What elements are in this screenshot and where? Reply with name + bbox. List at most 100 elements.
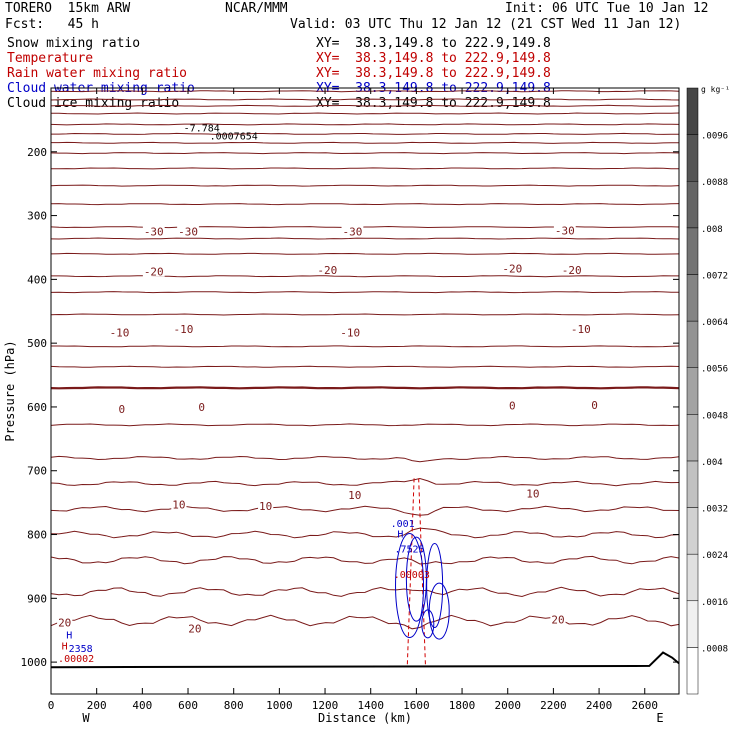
colorbar-tick-label: .0032: [701, 505, 728, 515]
extremum-label: H: [62, 641, 68, 652]
extremum-label: H: [66, 631, 72, 642]
x-tick-label: 2600: [631, 699, 658, 712]
isotherm-label-bg: [172, 323, 195, 335]
isotherm-label-bg: [197, 400, 207, 412]
field-rain-label: Rain water mixing ratio: [7, 66, 188, 81]
cloud-water-contour: [395, 533, 425, 639]
isotherm-label-bg: [117, 402, 127, 414]
colorbar-swatch: [686, 600, 699, 648]
forecast-hour: Fcst: 45 h: [5, 17, 99, 32]
y-tick-label: 400: [27, 273, 47, 286]
isotherm-label: -20: [317, 264, 337, 277]
isotherm-label: 0: [118, 403, 125, 416]
extremum-label: -7.784: [184, 123, 220, 134]
isotherm-contour: [51, 477, 679, 487]
terrain-line: [50, 651, 680, 669]
isotherm-contour: [51, 98, 679, 101]
isotherm-contour: [51, 291, 679, 294]
isotherm-contour: [51, 112, 679, 115]
isotherm-label-bg: [177, 225, 199, 237]
isotherm-label: -10: [174, 323, 194, 336]
isotherm-label: -20: [144, 266, 164, 279]
field-snow-xy: XY= 38.3,149.8 to 222.9,149.8: [316, 36, 551, 51]
field-temperature-label: Temperature: [7, 51, 94, 66]
extremum-label: H: [397, 530, 403, 541]
isotherm-label: 10: [348, 489, 361, 502]
colorbar-swatch: [686, 180, 699, 229]
isotherm-label: 10: [526, 488, 539, 501]
colorbar-tick-label: .0072: [701, 271, 728, 281]
field-rain-xy: XY= 38.3,149.8 to 222.9,149.8: [316, 66, 551, 81]
isotherm-label-bg: [507, 399, 517, 411]
isotherm-contour: [51, 505, 679, 516]
isotherm-contour: [51, 313, 679, 316]
colorbar-swatch: [686, 460, 699, 508]
isotherm-label-bg: [347, 488, 363, 500]
west-label: W: [82, 711, 90, 725]
isotherm-label: 20: [58, 617, 71, 630]
east-label: E: [656, 711, 663, 725]
isotherm-label: 20: [551, 613, 564, 626]
extremum-label: .00002: [58, 654, 94, 665]
x-tick-label: 2400: [586, 699, 613, 712]
colorbar-tick-label: .008: [701, 225, 723, 235]
isotherm-contour: [51, 132, 679, 135]
isotherm-contour: [51, 365, 679, 368]
field-cloud-ice-label: Cloud ice mixing ratio: [7, 96, 180, 111]
field-snow-label: Snow mixing ratio: [7, 36, 141, 51]
isotherm-contour: [51, 455, 679, 463]
cloud-water-contour: [428, 582, 450, 640]
colorbar-tick-label: .0064: [701, 318, 728, 328]
x-tick-label: 0: [48, 699, 55, 712]
isotherm-label: -30: [343, 226, 363, 239]
extremum-label: .00003: [394, 570, 430, 581]
colorbar-swatch: [686, 647, 699, 695]
rain-contour: [406, 478, 415, 668]
x-tick-label: 1000: [266, 699, 293, 712]
isotherm-label: 10: [259, 500, 272, 513]
colorbar-swatch: [686, 227, 699, 275]
isotherm-contour: [51, 237, 679, 240]
colorbar-swatch: [686, 553, 699, 602]
isotherm-label: 0: [591, 399, 598, 412]
isotherm-contour: [51, 141, 679, 144]
isotherm-label: -20: [562, 264, 582, 277]
colorbar-tick-label: .0088: [701, 178, 728, 188]
x-tick-label: 2200: [540, 699, 567, 712]
colorbar-tick-label: .0024: [701, 551, 728, 561]
x-tick-label: 1200: [312, 699, 339, 712]
isotherm-label-bg: [569, 323, 592, 335]
isotherm-label-bg: [57, 616, 73, 628]
isotherm-contour: [51, 184, 679, 187]
cloud-water-contour: [426, 543, 444, 629]
isotherm-label: -30: [555, 224, 575, 237]
colorbar-tick-label: .0056: [701, 365, 728, 375]
isotherm-contour: [51, 152, 679, 155]
isotherm-label-bg: [501, 262, 524, 274]
colorbar-swatch: [686, 274, 699, 322]
isotherm-label-bg: [108, 326, 131, 338]
isotherm-contour: [51, 345, 679, 348]
x-tick-label: 1800: [449, 699, 476, 712]
y-tick-label: 800: [27, 529, 47, 542]
isotherm-contour: [51, 423, 679, 427]
y-tick-label: 1000: [21, 656, 48, 669]
isotherm-label: -10: [110, 326, 130, 339]
y-tick-label: 500: [27, 337, 47, 350]
colorbar-swatch: [686, 320, 699, 368]
isotherm-contour: [51, 555, 679, 565]
colorbar-swatch: [686, 134, 699, 182]
y-tick-label: 600: [27, 401, 47, 414]
colorbar-tick-label: .004: [701, 458, 723, 468]
x-tick-label: 800: [224, 699, 244, 712]
colorbar-tick-label: .0008: [701, 644, 728, 654]
isotherm-label-bg: [525, 487, 541, 499]
isotherm-contour: [51, 167, 679, 170]
x-tick-label: 400: [132, 699, 152, 712]
isotherm-label: 20: [188, 622, 201, 635]
isotherm-contour: [51, 123, 679, 126]
colorbar-tick-label: .0096: [701, 132, 728, 142]
y-tick-label: 700: [27, 465, 47, 478]
isotherm-label-bg: [187, 622, 203, 634]
isotherm-label: 0: [509, 400, 516, 413]
